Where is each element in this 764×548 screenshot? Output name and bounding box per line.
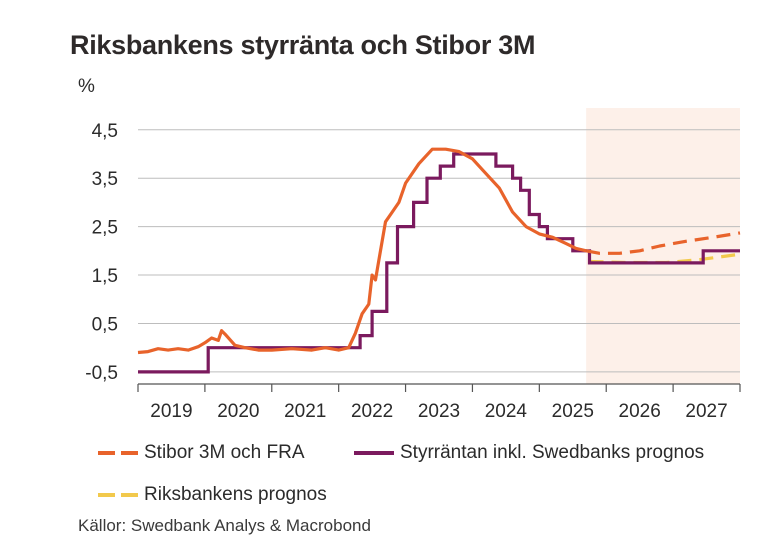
- y-tick-label: -0,5: [85, 363, 118, 384]
- series-line-policy: [138, 152, 740, 374]
- legend-swatch-policy: [354, 448, 394, 458]
- x-tick-label: 2027: [685, 401, 727, 422]
- legend-item-policy: Styrräntan inkl. Swedbanks prognos: [354, 442, 704, 464]
- legend-item-riksbank: Riksbankens prognos: [98, 484, 327, 506]
- series-line-stibor: [137, 147, 587, 355]
- legend-item-stibor: Stibor 3M och FRA: [98, 442, 305, 464]
- legend-swatch-stibor: [98, 448, 138, 458]
- x-tick-label: 2026: [619, 401, 661, 422]
- y-axis-unit: %: [78, 76, 95, 97]
- y-tick-label: 0,5: [92, 314, 118, 335]
- x-tick-label: 2020: [217, 401, 259, 422]
- x-tick-label: 2023: [418, 401, 460, 422]
- legend-label-riksbank: Riksbankens prognos: [144, 484, 327, 505]
- source-note: Källor: Swedbank Analys & Macrobond: [78, 516, 371, 535]
- legend-label-stibor: Stibor 3M och FRA: [144, 442, 305, 463]
- y-tick-label: 1,5: [92, 266, 118, 287]
- x-tick-label: 2025: [552, 401, 594, 422]
- y-tick-label: 3,5: [92, 169, 118, 190]
- chart-title: Riksbankens styrränta och Stibor 3M: [70, 30, 536, 60]
- legend-swatch-riksbank: [98, 490, 138, 500]
- x-tick-label: 2024: [485, 401, 528, 422]
- x-tick-label: 2019: [150, 401, 192, 422]
- x-tick-label: 2021: [284, 401, 326, 422]
- y-tick-label: 4,5: [92, 121, 118, 142]
- x-tick-label: 2022: [351, 401, 393, 422]
- legend-label-policy: Styrräntan inkl. Swedbanks prognos: [400, 442, 705, 463]
- y-tick-label: 2,5: [92, 218, 118, 239]
